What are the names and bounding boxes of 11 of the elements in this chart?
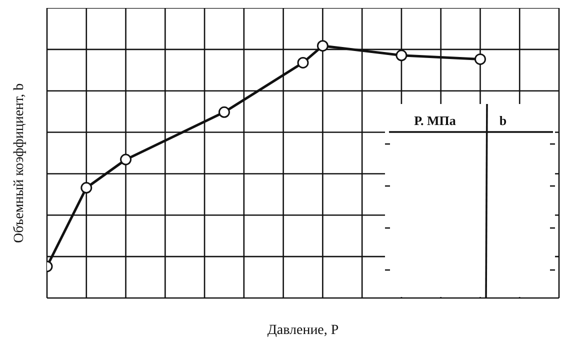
point [396, 50, 408, 62]
point [120, 154, 132, 166]
x-axis-title: Давление, Р [267, 323, 339, 338]
point [218, 106, 230, 118]
annotation: Р. МПа [414, 113, 456, 128]
point [80, 182, 92, 194]
annotation: b [499, 113, 507, 128]
point [474, 53, 486, 65]
point [316, 40, 328, 52]
y-axis-title: Объемный коэффициент, b [12, 83, 27, 243]
point [297, 56, 309, 68]
